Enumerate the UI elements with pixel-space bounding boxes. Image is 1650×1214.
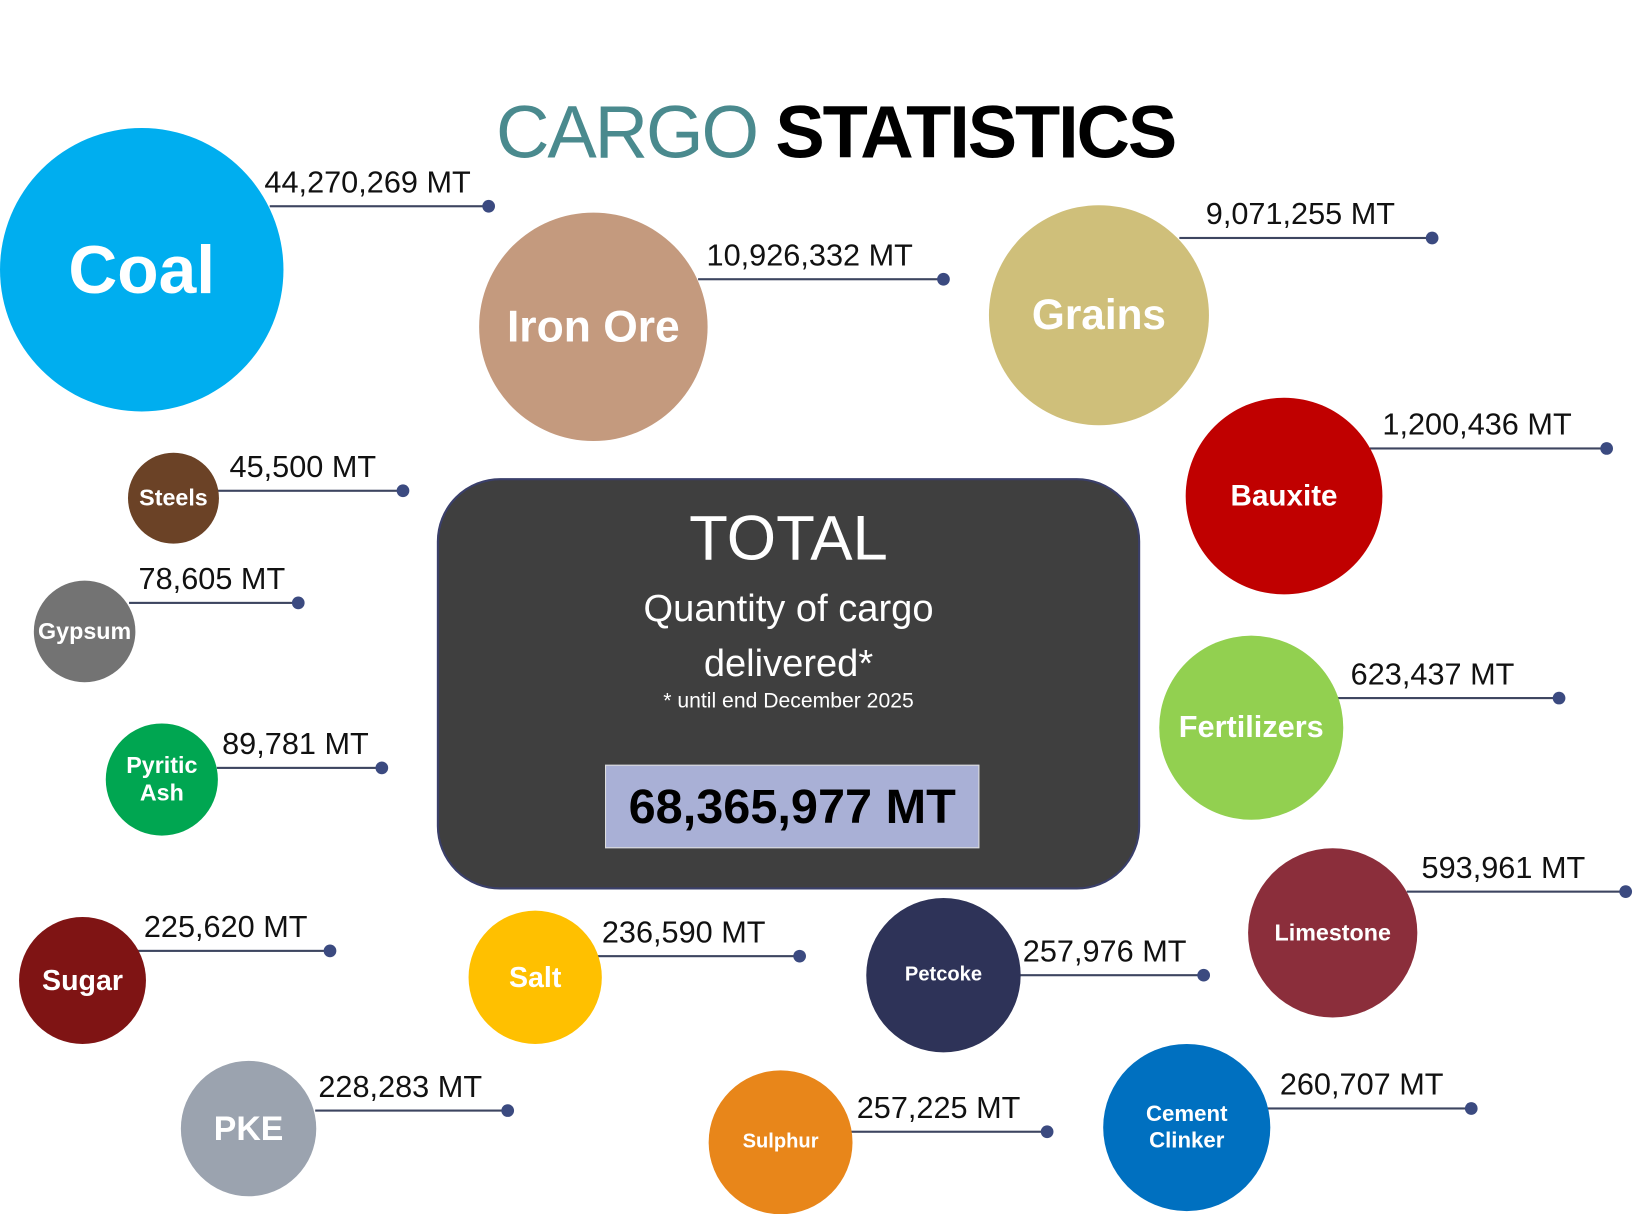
- leader-line: [1406, 890, 1626, 893]
- bubble-label: Coal: [68, 231, 216, 308]
- bubble-limestone: Limestone: [1248, 848, 1418, 1018]
- value-iron-ore: 10,926,332 MT: [706, 239, 913, 273]
- leader-dot: [1619, 885, 1633, 898]
- page-title: CARGO STATISTICS: [0, 90, 1650, 175]
- total-note: * until end December 2025: [663, 689, 914, 713]
- bubble-coal: Coal: [0, 127, 284, 412]
- leader-line: [698, 278, 944, 281]
- leader-line: [1263, 1107, 1472, 1110]
- bubble-label: Bauxite: [1230, 479, 1338, 513]
- bubble-salt: Salt: [468, 910, 602, 1044]
- total-subtitle-line-1: Quantity of cargo: [643, 585, 934, 630]
- bubble-fertilizers: Fertilizers: [1159, 635, 1344, 820]
- bubble-label: Fertilizers: [1178, 710, 1324, 745]
- value-steels: 45,500 MT: [229, 450, 377, 485]
- value-grains: 9,071,255 MT: [1205, 197, 1396, 232]
- bubble-label: Grains: [1031, 291, 1166, 339]
- value-pyritic-ash: 89,781 MT: [222, 727, 369, 762]
- value-gypsum: 78,605 MT: [138, 562, 286, 597]
- leader-line: [137, 949, 331, 952]
- bubble-sugar: Sugar: [19, 917, 146, 1044]
- bubble-petcoke: Petcoke: [866, 897, 1021, 1053]
- leader-line: [1018, 974, 1204, 977]
- bubble-label: PKE: [213, 1109, 284, 1148]
- leader-line: [216, 489, 403, 492]
- leader-dot: [1552, 691, 1566, 705]
- bubble-label: Petcoke: [904, 963, 983, 986]
- leader-dot: [482, 199, 496, 213]
- title-part-1: CARGO: [495, 90, 759, 174]
- bubble-cement-clinker: Cement Clinker: [1103, 1043, 1271, 1212]
- leader-line: [1179, 236, 1433, 240]
- leader-dot: [793, 949, 806, 963]
- bubble-label: Limestone: [1274, 918, 1391, 946]
- value-pke: 228,283 MT: [318, 1070, 483, 1105]
- leader-line: [1369, 447, 1607, 450]
- bubble-bauxite: Bauxite: [1185, 397, 1383, 595]
- bubble-label: Pyritic Ash: [126, 751, 198, 806]
- bubble-grains: Grains: [988, 205, 1209, 426]
- leader-line: [269, 205, 489, 208]
- value-fertilizers: 623,437 MT: [1350, 657, 1515, 692]
- leader-line: [597, 955, 800, 958]
- leader-dot: [375, 761, 389, 775]
- value-bauxite: 1,200,436 MT: [1382, 408, 1572, 443]
- bubble-label: Iron Ore: [506, 301, 680, 351]
- leader-dot: [1197, 968, 1211, 982]
- leader-dot: [323, 944, 337, 958]
- bubble-gypsum: Gypsum: [33, 580, 136, 683]
- total-subtitle-line-2: delivered*: [703, 640, 874, 685]
- total-value: 68,365,977 MT: [605, 764, 980, 849]
- bubble-label: Gypsum: [38, 617, 132, 644]
- value-sugar: 225,620 MT: [143, 910, 308, 945]
- leader-dot: [396, 484, 410, 498]
- leader-line: [216, 766, 382, 769]
- bubble-pyritic-ash: Pyritic Ash: [105, 723, 218, 836]
- total-subtitle: Quantity of cargo delivered*: [439, 581, 1138, 691]
- value-cement-clinker: 260,707 MT: [1279, 1068, 1444, 1103]
- bubble-pke: PKE: [180, 1060, 317, 1197]
- value-limestone: 593,961 MT: [1421, 851, 1586, 886]
- title-part-2: STATISTICS: [775, 90, 1177, 174]
- leader-dot: [291, 596, 305, 610]
- leader-dot: [1600, 442, 1613, 455]
- bubble-label: Salt: [509, 961, 562, 993]
- bubble-sulphur: Sulphur: [708, 1070, 853, 1214]
- leader-dot: [1425, 231, 1439, 245]
- total-heading: TOTAL: [689, 502, 888, 574]
- total-panel: TOTAL Quantity of cargo delivered* * unt…: [436, 478, 1141, 890]
- leader-line: [315, 1109, 508, 1112]
- leader-line: [1337, 697, 1560, 700]
- leader-dot: [1464, 1102, 1478, 1115]
- bubble-iron-ore: Iron Ore: [479, 212, 708, 442]
- leader-line: [846, 1130, 1048, 1133]
- value-sulphur: 257,225 MT: [856, 1091, 1021, 1126]
- value-petcoke: 257,976 MT: [1022, 935, 1187, 969]
- bubble-label: Sugar: [42, 964, 123, 997]
- leader-dot: [501, 1104, 515, 1117]
- bubble-steels: Steels: [127, 452, 219, 544]
- value-salt: 236,590 MT: [601, 915, 766, 950]
- bubble-label: Steels: [139, 484, 208, 511]
- leader-dot: [1040, 1125, 1054, 1139]
- bubble-label: Cement Clinker: [1146, 1101, 1228, 1153]
- leader-line: [129, 601, 299, 604]
- value-coal: 44,270,269 MT: [264, 166, 471, 200]
- bubble-label: Sulphur: [742, 1130, 819, 1153]
- leader-dot: [937, 272, 950, 286]
